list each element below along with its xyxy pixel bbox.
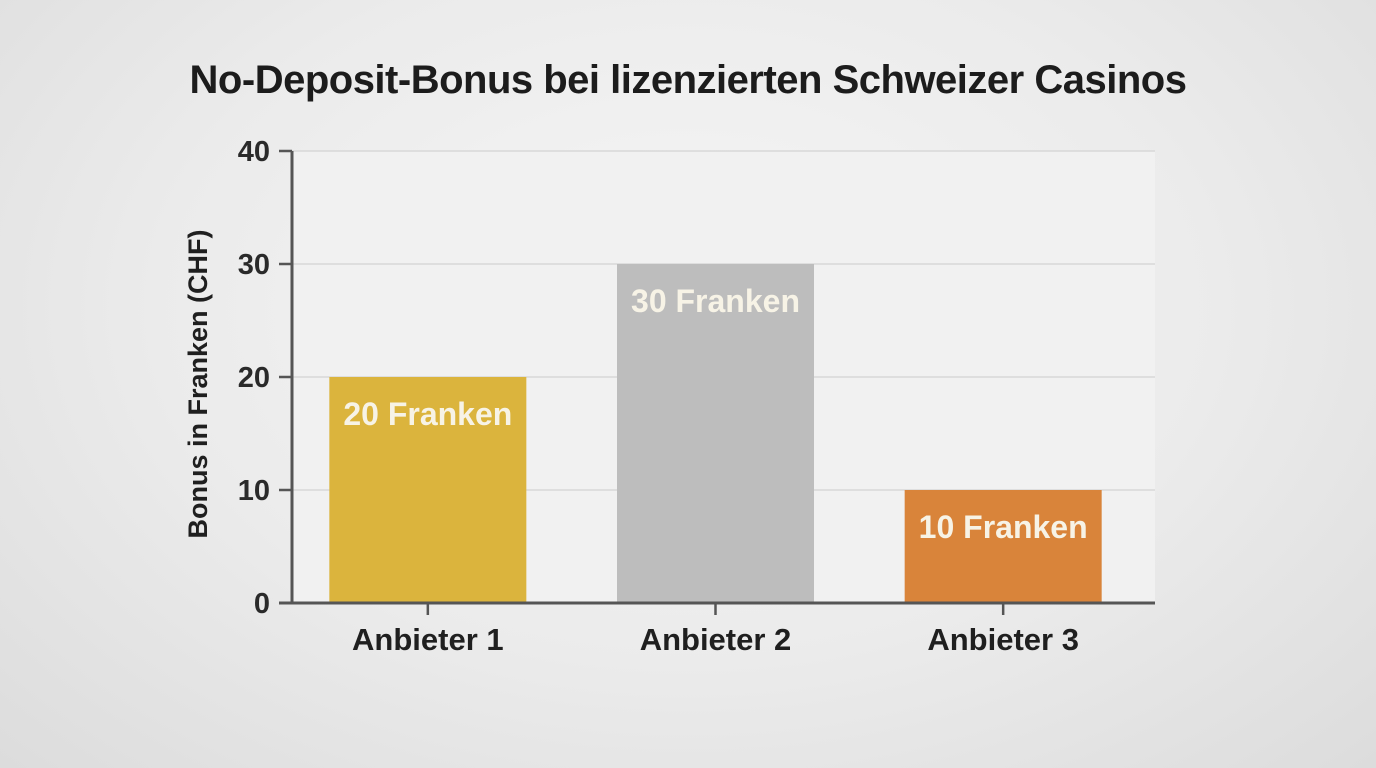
bars: 20 Franken 30 Franken 10 Franken <box>329 264 1102 603</box>
axes: 0 10 20 30 40 Anbieter 1 Anbieter 2 Anbieter 3 <box>238 136 1155 657</box>
bar-data-label: 20 Franken <box>343 396 512 432</box>
bar-data-label: 30 Franken <box>631 283 800 319</box>
y-tick-label: 10 <box>238 475 270 507</box>
y-tick-label: 0 <box>254 588 270 620</box>
y-tick-label: 30 <box>238 249 270 281</box>
y-axis-title: Bonus in Franken (CHF) <box>183 230 213 539</box>
x-tick-label: Anbieter 2 <box>640 622 792 657</box>
bar <box>617 264 814 603</box>
bar <box>329 377 527 603</box>
bar-data-label: 10 Franken <box>919 509 1088 545</box>
x-tick-label: Anbieter 3 <box>927 622 1079 657</box>
y-tick-label: 40 <box>238 136 270 168</box>
y-tick-label: 20 <box>238 362 270 394</box>
bar <box>904 490 1102 603</box>
x-tick-label: Anbieter 1 <box>352 622 504 657</box>
chart-title: No-Deposit-Bonus bei lizenzierten Schwei… <box>189 58 1187 102</box>
